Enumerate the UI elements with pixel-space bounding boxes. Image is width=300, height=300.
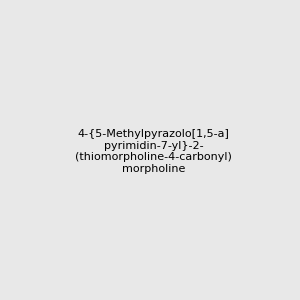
Text: 4-{5-Methylpyrazolo[1,5-a]
pyrimidin-7-yl}-2-
(thiomorpholine-4-carbonyl)
morpho: 4-{5-Methylpyrazolo[1,5-a] pyrimidin-7-y… [75, 129, 232, 174]
